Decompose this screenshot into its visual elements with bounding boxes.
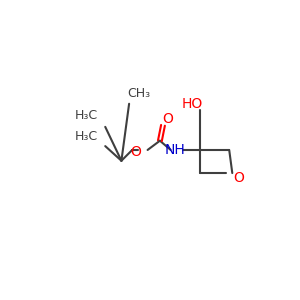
Text: O: O <box>130 145 141 158</box>
Text: O: O <box>162 112 173 126</box>
Text: CH₃: CH₃ <box>127 87 150 100</box>
Text: O: O <box>233 172 244 185</box>
Text: H₃C: H₃C <box>74 130 98 142</box>
Text: H₃C: H₃C <box>74 109 98 122</box>
Text: NH: NH <box>165 143 186 157</box>
Text: HO: HO <box>182 97 203 111</box>
